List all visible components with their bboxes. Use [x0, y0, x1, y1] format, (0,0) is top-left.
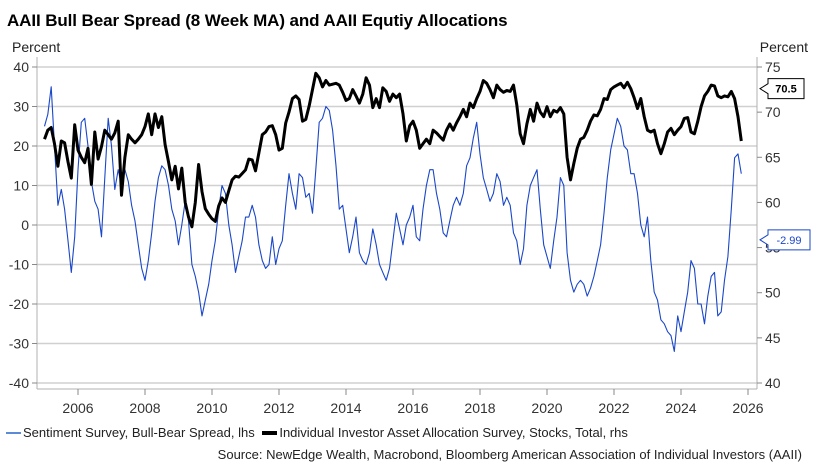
end-label-allocation-box	[759, 78, 805, 100]
x-tick-label: 2014	[330, 400, 361, 416]
right-axis-unit: Percent	[759, 39, 808, 55]
x-tick-label: 2024	[665, 400, 696, 416]
left-tick-label: -10	[9, 257, 29, 273]
x-axis-ticks: 2006 2008 2010 2012 2014 2016 2018 2020 2022 2024…	[62, 389, 764, 416]
series-line-allocation	[43, 71, 743, 229]
x-tick-label: 2018	[464, 400, 495, 416]
gridlines	[37, 66, 757, 384]
x-tick-label: 2012	[263, 400, 294, 416]
series-group	[43, 71, 743, 352]
x-tick-label: 2006	[62, 400, 93, 416]
legend-label-allocation: Individual Investor Asset Allocation Sur…	[279, 425, 628, 440]
legend-swatch-allocation	[262, 430, 278, 435]
right-tick-label: 50	[765, 285, 781, 301]
left-tick-label: -30	[9, 336, 29, 352]
left-tick-label: -40	[9, 375, 29, 391]
right-tick-label: 65	[765, 149, 781, 165]
right-tick-label: 40	[765, 375, 781, 391]
x-tick-label: 2008	[129, 400, 160, 416]
end-label-sentiment-text: -2.99	[776, 235, 801, 247]
x-tick-label: 2020	[531, 400, 562, 416]
legend-label-sentiment: Sentiment Survey, Bull-Bear Spread, lhs	[23, 425, 255, 440]
left-tick-label: 20	[13, 138, 29, 154]
end-label-allocation-text: 70.5	[775, 84, 796, 96]
left-tick-label: 10	[13, 178, 29, 194]
end-label-sentiment-box	[759, 229, 811, 251]
series-line-sentiment	[43, 86, 742, 352]
x-tick-label: 2026	[732, 400, 763, 416]
legend-swatch-sentiment	[6, 431, 21, 434]
left-axis-ticks: 40 30 20 10 0 -10 -20 -30 -40	[9, 59, 37, 391]
right-tick-label: 75	[765, 59, 781, 75]
end-label-allocation: 70.5	[759, 78, 805, 100]
left-tick-label: 40	[13, 59, 29, 75]
right-tick-label: 70	[765, 104, 781, 120]
right-axis-ticks: 7570656055504540	[757, 59, 781, 391]
right-tick-label: 60	[765, 194, 781, 210]
end-label-sentiment: -2.99	[759, 229, 811, 251]
x-tick-label: 2010	[196, 400, 227, 416]
right-tick-label: 45	[765, 330, 781, 346]
x-tick-label: 2022	[598, 400, 629, 416]
left-tick-label: 30	[13, 99, 29, 115]
left-axis-unit: Percent	[12, 39, 61, 55]
source-note: Source: NewEdge Wealth, Macrobond, Bloom…	[217, 447, 802, 462]
x-tick-label: 2016	[397, 400, 428, 416]
left-tick-label: 0	[21, 217, 29, 233]
left-tick-label: -20	[9, 296, 29, 312]
chart-title: AAII Bull Bear Spread (8 Week MA) and AA…	[7, 11, 508, 30]
end-labels: 70.5 -2.99	[759, 78, 811, 251]
legend: Sentiment Survey, Bull-Bear Spread, lhs …	[6, 425, 628, 440]
